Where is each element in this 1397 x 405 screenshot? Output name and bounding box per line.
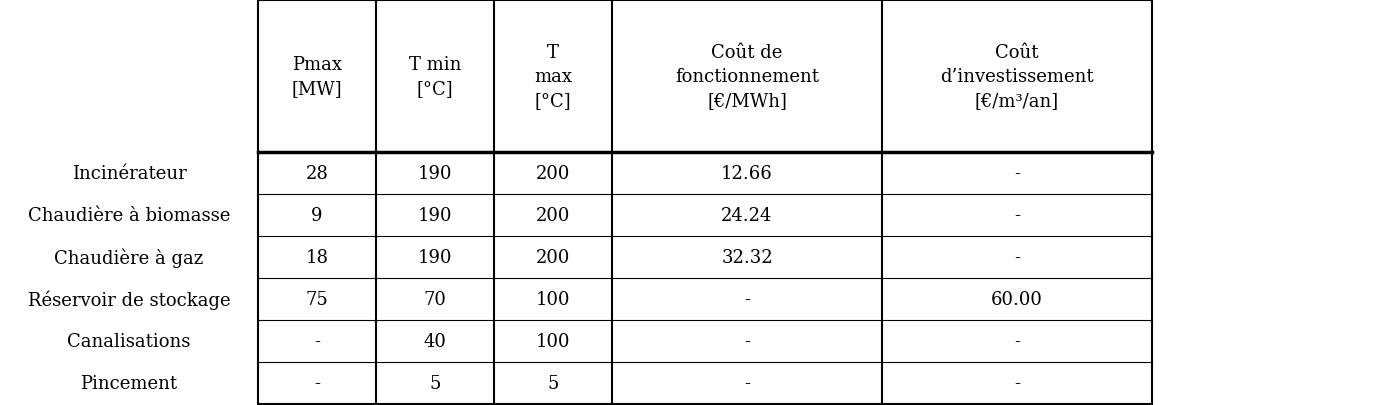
- Text: 60.00: 60.00: [990, 290, 1044, 308]
- Text: 40: 40: [423, 332, 447, 350]
- Text: Réservoir de stockage: Réservoir de stockage: [28, 290, 231, 309]
- Text: 5: 5: [429, 374, 440, 392]
- Text: T
max
[°C]: T max [°C]: [534, 44, 571, 109]
- Text: 75: 75: [306, 290, 328, 308]
- Text: Incinérateur: Incinérateur: [71, 164, 186, 183]
- Text: 24.24: 24.24: [721, 207, 773, 224]
- Text: -: -: [314, 374, 320, 392]
- Text: -: -: [314, 332, 320, 350]
- Text: Chaudière à biomasse: Chaudière à biomasse: [28, 207, 231, 224]
- Text: 190: 190: [418, 248, 453, 266]
- Text: 200: 200: [536, 207, 570, 224]
- Text: 32.32: 32.32: [721, 248, 773, 266]
- Text: Canalisations: Canalisations: [67, 332, 190, 350]
- Text: -: -: [1014, 374, 1020, 392]
- Text: Coût
d’investissement
[€/m³/an]: Coût d’investissement [€/m³/an]: [940, 44, 1094, 109]
- Text: 200: 200: [536, 164, 570, 183]
- Text: 5: 5: [548, 374, 559, 392]
- Text: Coût de
fonctionnement
[€/MWh]: Coût de fonctionnement [€/MWh]: [675, 44, 819, 109]
- Text: 18: 18: [306, 248, 328, 266]
- Text: 190: 190: [418, 164, 453, 183]
- Bar: [258, 1, 1153, 404]
- Text: -: -: [745, 290, 750, 308]
- Text: Pmax
[MW]: Pmax [MW]: [292, 56, 342, 98]
- Text: T min
[°C]: T min [°C]: [409, 56, 461, 98]
- Text: -: -: [1014, 332, 1020, 350]
- Text: 200: 200: [536, 248, 570, 266]
- Text: 190: 190: [418, 207, 453, 224]
- Text: -: -: [1014, 207, 1020, 224]
- Text: 100: 100: [536, 290, 570, 308]
- Text: Pincement: Pincement: [81, 374, 177, 392]
- Text: 100: 100: [536, 332, 570, 350]
- Text: -: -: [1014, 164, 1020, 183]
- Text: -: -: [745, 332, 750, 350]
- Text: 9: 9: [312, 207, 323, 224]
- Text: -: -: [745, 374, 750, 392]
- Text: -: -: [1014, 248, 1020, 266]
- Text: 70: 70: [423, 290, 447, 308]
- Text: Chaudière à gaz: Chaudière à gaz: [54, 247, 204, 267]
- Text: 12.66: 12.66: [721, 164, 773, 183]
- Text: 28: 28: [306, 164, 328, 183]
